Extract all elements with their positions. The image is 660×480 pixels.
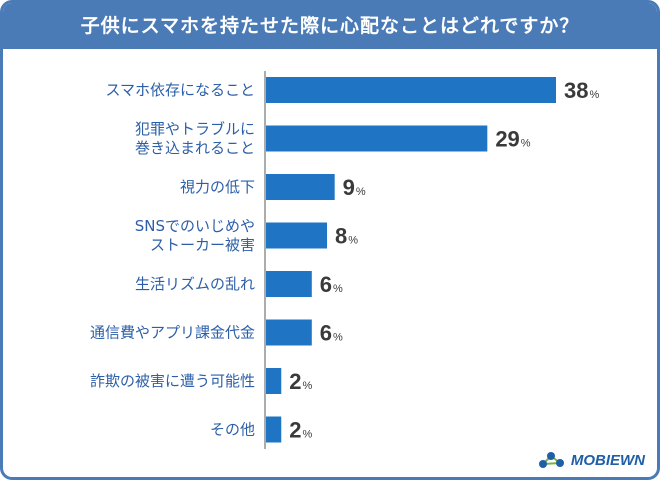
bar-chart: スマホ依存になること 38% 犯罪やトラブルに巻き込まれること 29% 視力の低下 9% S… [90, 71, 599, 449]
category-label: 詐欺の被害に遭う可能性 [90, 372, 255, 390]
value-label: 8% [335, 224, 358, 249]
value-label: 2% [289, 369, 312, 394]
bar [266, 368, 282, 394]
bar [266, 222, 328, 249]
value-label: 9% [343, 175, 366, 200]
category-label: 通信費やアプリ課金代金 [90, 324, 255, 342]
logo-text: MOBIEWN [570, 451, 645, 469]
bar [266, 271, 312, 297]
category-label: SNSでのいじめやストーカー被害 [135, 217, 255, 254]
value-label: 6% [320, 321, 343, 346]
category-label: その他 [210, 421, 255, 439]
chart-title: 子供にスマホを持たせた際に心配なことはどれですか？ [3, 3, 657, 49]
value-label: 38% [564, 78, 599, 103]
bar [266, 174, 335, 200]
category-label: スマホ依存になること [105, 81, 255, 99]
value-label: 2% [289, 418, 312, 443]
molecule-logo-icon [538, 452, 564, 468]
bar [266, 77, 556, 103]
logo: MOBIEWN [538, 451, 645, 469]
bar [266, 319, 312, 346]
value-label: 29% [495, 127, 530, 152]
bar [266, 416, 282, 443]
bars-group: スマホ依存になること 38% 犯罪やトラブルに巻き込まれること 29% 視力の低下 9% S… [90, 77, 599, 443]
category-label: 犯罪やトラブルに巻き込まれること [135, 120, 255, 157]
bar [266, 125, 488, 152]
category-label: 視力の低下 [180, 178, 255, 196]
value-label: 6% [320, 272, 343, 297]
category-label: 生活リズムの乱れ [135, 275, 255, 293]
